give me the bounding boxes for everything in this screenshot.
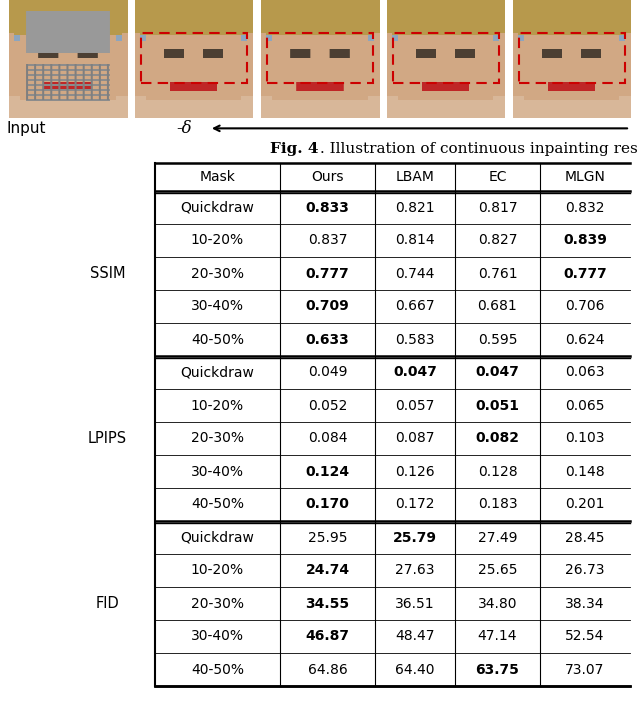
Text: 46.87: 46.87 — [305, 629, 349, 644]
Text: 20-30%: 20-30% — [191, 432, 244, 445]
Text: 27.63: 27.63 — [396, 563, 435, 578]
Text: Quickdraw: Quickdraw — [180, 201, 255, 214]
Text: 0.047: 0.047 — [393, 366, 437, 379]
Text: 10-20%: 10-20% — [191, 563, 244, 578]
Text: 0.128: 0.128 — [477, 465, 517, 479]
Text: 73.07: 73.07 — [565, 662, 605, 676]
Text: 10-20%: 10-20% — [191, 398, 244, 413]
Text: 0.633: 0.633 — [306, 332, 349, 347]
Text: 0.624: 0.624 — [565, 332, 605, 347]
Text: 0.065: 0.065 — [565, 398, 605, 413]
Text: Ours: Ours — [311, 170, 344, 184]
Text: LPIPS: LPIPS — [88, 431, 127, 446]
Text: Fig. 4: Fig. 4 — [269, 143, 318, 156]
Text: 0.051: 0.051 — [476, 398, 520, 413]
Text: 20-30%: 20-30% — [191, 597, 244, 610]
Text: 0.833: 0.833 — [305, 201, 349, 214]
Text: 0.583: 0.583 — [396, 332, 435, 347]
Text: 0.082: 0.082 — [476, 432, 520, 445]
Text: . Illustration of continuous inpainting res: . Illustration of continuous inpainting … — [320, 143, 637, 156]
Text: 30-40%: 30-40% — [191, 300, 244, 313]
Text: 24.74: 24.74 — [305, 563, 349, 578]
Text: 0.084: 0.084 — [308, 432, 348, 445]
Text: FID: FID — [95, 596, 120, 611]
Text: 30-40%: 30-40% — [191, 629, 244, 644]
Text: 0.706: 0.706 — [565, 300, 605, 313]
Text: 0.201: 0.201 — [565, 497, 605, 511]
Text: 0.148: 0.148 — [565, 465, 605, 479]
Text: 0.126: 0.126 — [395, 465, 435, 479]
Text: 40-50%: 40-50% — [191, 497, 244, 511]
Text: 38.34: 38.34 — [565, 597, 605, 610]
Text: EC: EC — [488, 170, 507, 184]
Text: SSIM: SSIM — [90, 266, 125, 281]
Text: 64.40: 64.40 — [396, 662, 435, 676]
Text: 28.45: 28.45 — [565, 531, 605, 544]
Text: 34.80: 34.80 — [477, 597, 517, 610]
Text: 26.73: 26.73 — [565, 563, 605, 578]
Text: 0.827: 0.827 — [477, 234, 517, 248]
Text: 64.86: 64.86 — [308, 662, 348, 676]
Text: MLGN: MLGN — [564, 170, 605, 184]
Text: 0.832: 0.832 — [565, 201, 605, 214]
Text: 0.170: 0.170 — [305, 497, 349, 511]
Text: 10-20%: 10-20% — [191, 234, 244, 248]
Text: Quickdraw: Quickdraw — [180, 531, 255, 544]
Text: 25.65: 25.65 — [477, 563, 517, 578]
Text: 0.063: 0.063 — [565, 366, 605, 379]
Text: 40-50%: 40-50% — [191, 332, 244, 347]
Text: 0.057: 0.057 — [396, 398, 435, 413]
Text: 52.54: 52.54 — [565, 629, 605, 644]
Text: 48.47: 48.47 — [396, 629, 435, 644]
Text: Input: Input — [6, 121, 46, 136]
Text: Quickdraw: Quickdraw — [180, 366, 255, 379]
Text: 40-50%: 40-50% — [191, 662, 244, 676]
Text: 0.709: 0.709 — [306, 300, 349, 313]
Text: 0.817: 0.817 — [477, 201, 517, 214]
Text: 34.55: 34.55 — [305, 597, 349, 610]
Text: 0.103: 0.103 — [565, 432, 605, 445]
Text: 0.761: 0.761 — [477, 266, 517, 280]
Text: 0.172: 0.172 — [396, 497, 435, 511]
Text: 0.681: 0.681 — [477, 300, 517, 313]
Text: 0.049: 0.049 — [308, 366, 348, 379]
Text: 0.047: 0.047 — [476, 366, 520, 379]
Text: 25.95: 25.95 — [308, 531, 348, 544]
Text: 0.837: 0.837 — [308, 234, 348, 248]
Text: 0.667: 0.667 — [395, 300, 435, 313]
Text: 30-40%: 30-40% — [191, 465, 244, 479]
Bar — [519, 33, 625, 83]
Text: LBAM: LBAM — [396, 170, 435, 184]
Text: 47.14: 47.14 — [477, 629, 517, 644]
Text: 0.124: 0.124 — [305, 465, 349, 479]
Text: 36.51: 36.51 — [395, 597, 435, 610]
Text: 27.49: 27.49 — [477, 531, 517, 544]
Text: Mask: Mask — [200, 170, 236, 184]
Text: 0.744: 0.744 — [396, 266, 435, 280]
Text: 0.777: 0.777 — [306, 266, 349, 280]
Text: 25.79: 25.79 — [393, 531, 437, 544]
Text: 0.839: 0.839 — [563, 234, 607, 248]
Text: 0.814: 0.814 — [395, 234, 435, 248]
Text: 0.052: 0.052 — [308, 398, 347, 413]
Text: 20-30%: 20-30% — [191, 266, 244, 280]
Bar — [141, 33, 247, 83]
Text: 0.087: 0.087 — [396, 432, 435, 445]
Text: 0.821: 0.821 — [395, 201, 435, 214]
Text: 63.75: 63.75 — [476, 662, 520, 676]
Text: 0.595: 0.595 — [477, 332, 517, 347]
Text: 0.777: 0.777 — [563, 266, 607, 280]
Text: 0.183: 0.183 — [477, 497, 517, 511]
Text: -δ: -δ — [176, 120, 192, 137]
Bar — [393, 33, 499, 83]
Bar — [267, 33, 373, 83]
